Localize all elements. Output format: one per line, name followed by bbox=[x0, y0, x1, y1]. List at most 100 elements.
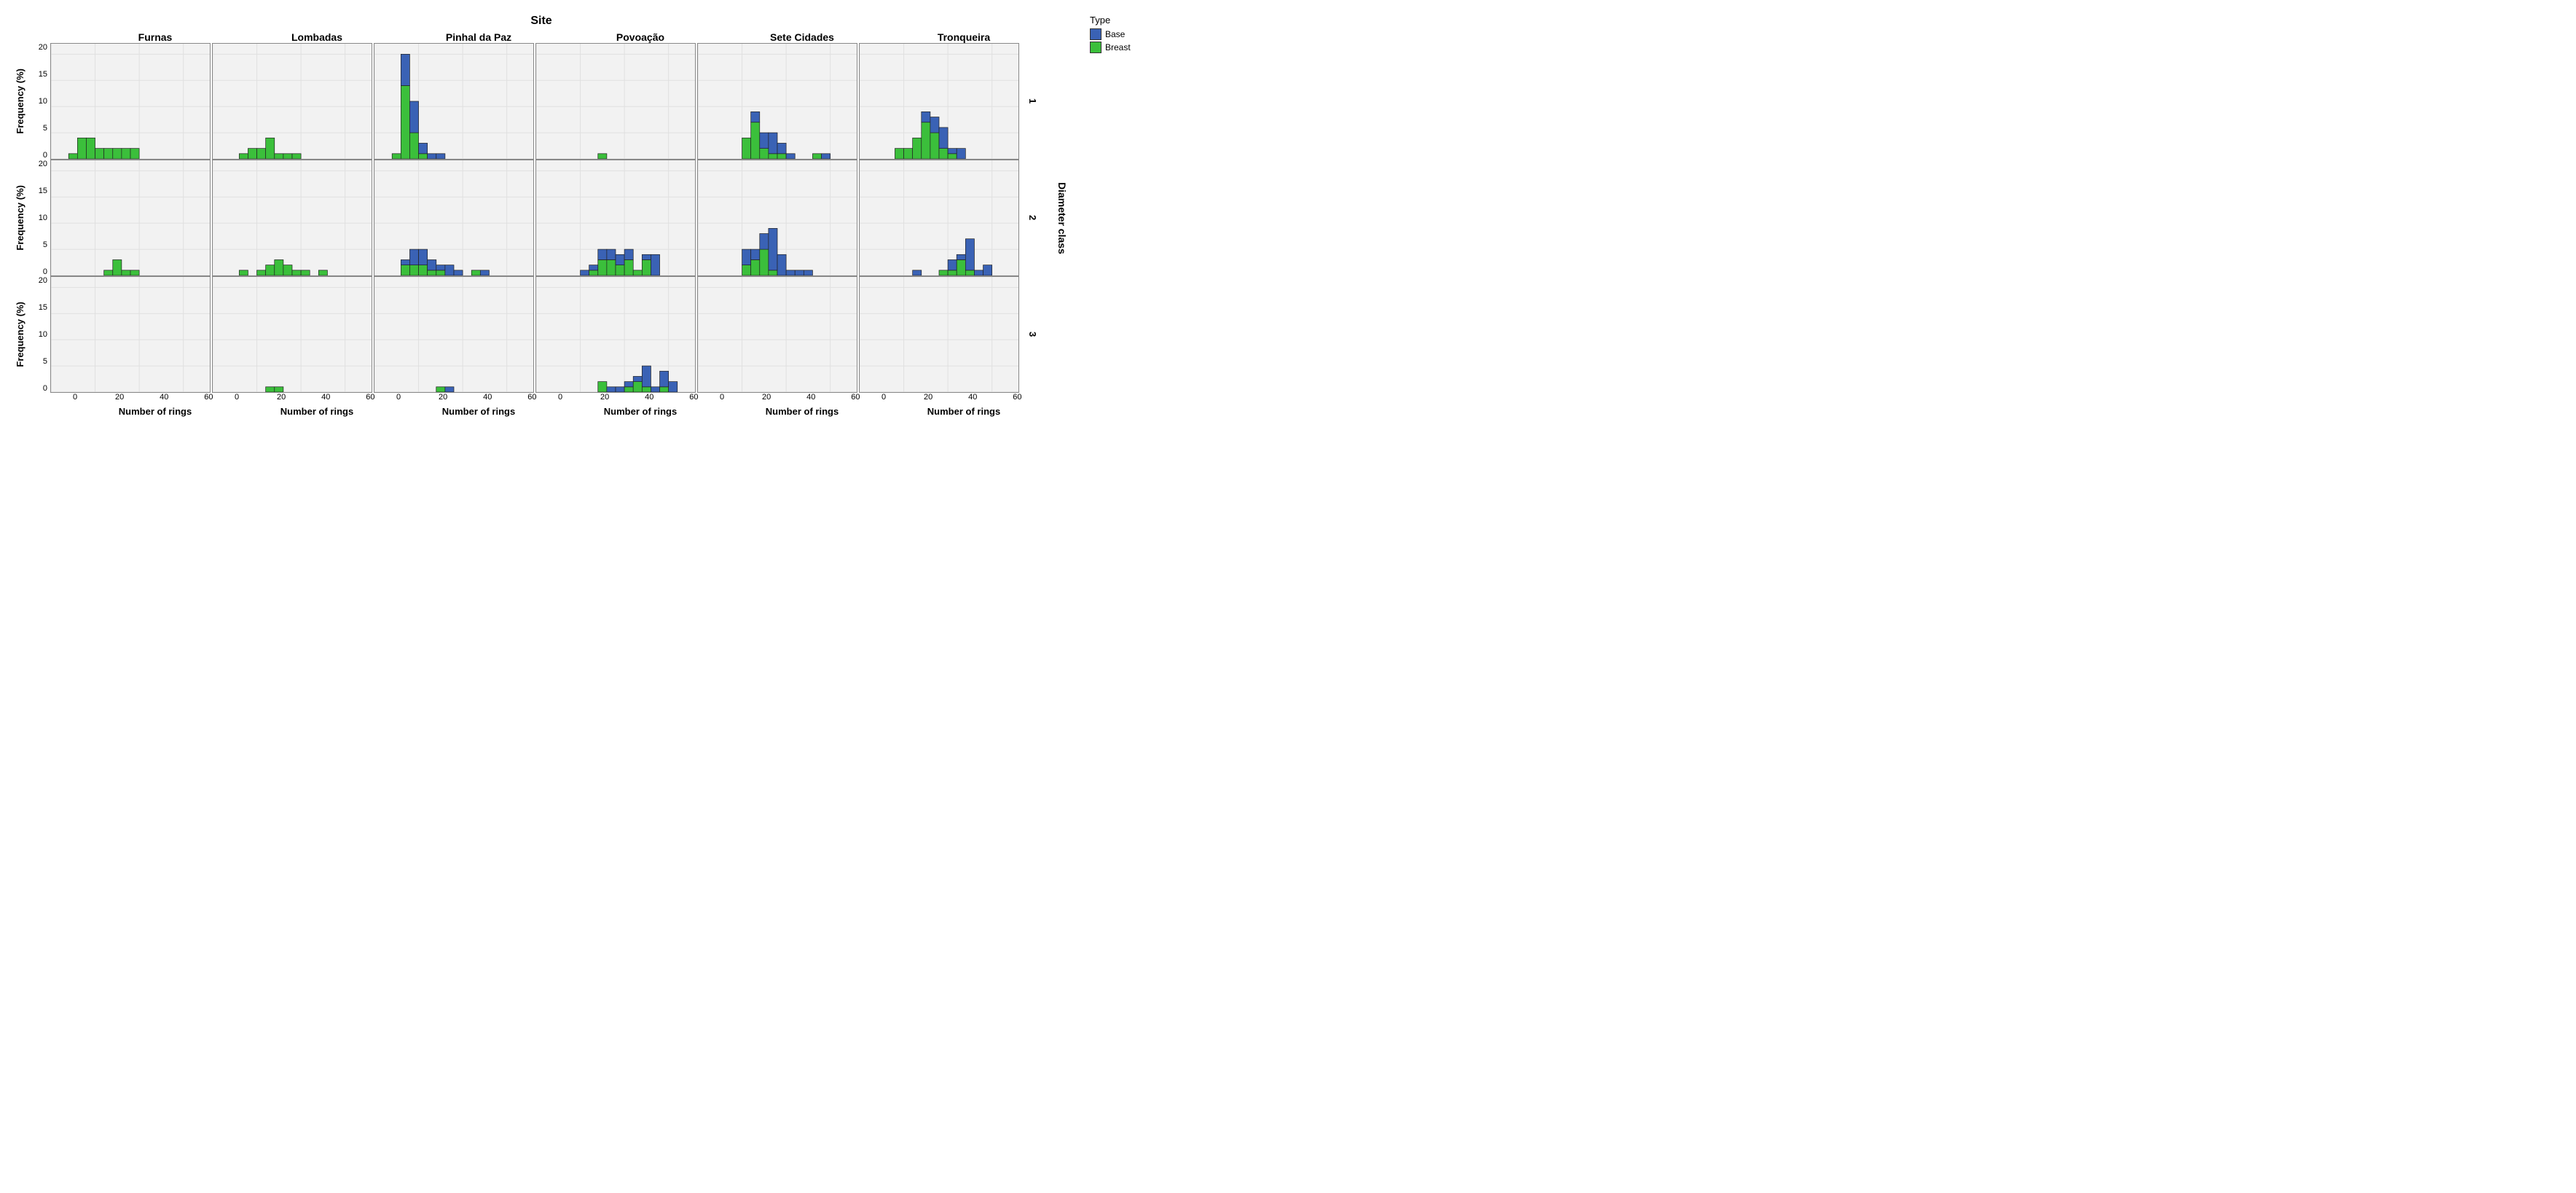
plot-panel bbox=[50, 43, 211, 160]
x-tick-label: 60 bbox=[366, 393, 374, 402]
y-tick-label: 20 bbox=[29, 276, 47, 285]
legend-title: Type bbox=[1090, 15, 1131, 26]
row-label: 1 bbox=[1024, 98, 1038, 103]
plot-panel bbox=[212, 276, 372, 393]
y-axis-label: Frequency (%) bbox=[15, 185, 29, 251]
column-header: Sete Cidades bbox=[722, 31, 882, 43]
legend-item: Base bbox=[1090, 28, 1131, 40]
y-tick-label: 10 bbox=[29, 97, 47, 106]
plot-panel bbox=[697, 160, 857, 276]
x-tick-label: 60 bbox=[1013, 393, 1021, 402]
x-axis-label: Number of rings bbox=[884, 406, 1044, 417]
x-tick-label: 0 bbox=[720, 393, 724, 402]
y-tick-label: 5 bbox=[29, 124, 47, 133]
legend: Type Base Breast bbox=[1090, 15, 1131, 55]
y-tick-label: 20 bbox=[29, 43, 47, 52]
plot-panel bbox=[697, 276, 857, 393]
legend-swatch bbox=[1090, 28, 1102, 40]
x-tick-label: 0 bbox=[396, 393, 401, 402]
x-labels-row: Number of ringsNumber of ringsNumber of … bbox=[74, 404, 1045, 417]
plot-panel bbox=[859, 160, 1019, 276]
x-tick-label: 20 bbox=[762, 393, 771, 402]
x-tick-label: 40 bbox=[321, 393, 330, 402]
column-headers: FurnasLombadasPinhal da PazPovoaçãoSete … bbox=[74, 31, 1045, 43]
y-tick-label: 5 bbox=[29, 357, 47, 366]
grid-area: Site FurnasLombadasPinhal da PazPovoação… bbox=[15, 15, 1068, 417]
x-tick-label: 20 bbox=[600, 393, 609, 402]
x-tick-label: 60 bbox=[204, 393, 213, 402]
x-ticks: 0 20 40 60 bbox=[237, 393, 397, 404]
column-header: Tronqueira bbox=[884, 31, 1044, 43]
plot-panel bbox=[859, 276, 1019, 393]
y-tick-label: 0 bbox=[29, 267, 47, 276]
plot-row: Frequency (%) 20 15 10 5 0 2 Diameter class bbox=[15, 160, 1068, 276]
y-tick-label: 10 bbox=[29, 214, 47, 222]
x-axis-label: Number of rings bbox=[560, 406, 720, 417]
column-header: Lombadas bbox=[237, 31, 397, 43]
x-tick-label: 60 bbox=[689, 393, 698, 402]
super-title: Site bbox=[530, 15, 551, 28]
x-ticks: 0 20 40 60 bbox=[398, 393, 559, 404]
x-ticks-row: 0204060020406002040600204060020406002040… bbox=[74, 393, 1045, 404]
y-tick-label: 0 bbox=[29, 151, 47, 160]
x-axis-label: Number of rings bbox=[75, 406, 235, 417]
y-tick-label: 15 bbox=[29, 187, 47, 195]
column-header: Furnas bbox=[75, 31, 235, 43]
y-tick-label: 20 bbox=[29, 160, 47, 168]
y-axis-label: Frequency (%) bbox=[15, 302, 29, 367]
row-label: 2 bbox=[1024, 215, 1038, 220]
x-tick-label: 20 bbox=[924, 393, 932, 402]
plot-panel bbox=[535, 43, 696, 160]
x-ticks: 0 20 40 60 bbox=[560, 393, 720, 404]
plot-panel bbox=[212, 160, 372, 276]
x-tick-label: 20 bbox=[277, 393, 286, 402]
y-ticks: 20 15 10 5 0 bbox=[29, 276, 50, 393]
figure: Site FurnasLombadasPinhal da PazPovoação… bbox=[15, 15, 2561, 417]
x-tick-label: 40 bbox=[806, 393, 815, 402]
y-tick-label: 15 bbox=[29, 303, 47, 312]
legend-label: Breast bbox=[1105, 42, 1131, 52]
y-tick-label: 15 bbox=[29, 70, 47, 79]
row-label: 3 bbox=[1024, 332, 1038, 337]
y-axis-label: Frequency (%) bbox=[15, 69, 29, 134]
plot-panel bbox=[535, 276, 696, 393]
plot-panel bbox=[374, 160, 534, 276]
column-header: Povoação bbox=[560, 31, 720, 43]
x-tick-label: 20 bbox=[115, 393, 124, 402]
plot-panel bbox=[535, 160, 696, 276]
y-tick-label: 5 bbox=[29, 240, 47, 249]
plot-rows: Frequency (%)201510501Frequency (%)20151… bbox=[15, 43, 1068, 393]
facet-label-right: Diameter class bbox=[1056, 182, 1068, 254]
x-tick-label: 40 bbox=[645, 393, 653, 402]
column-header: Pinhal da Paz bbox=[398, 31, 559, 43]
x-tick-label: 0 bbox=[235, 393, 239, 402]
x-tick-label: 40 bbox=[483, 393, 492, 402]
plot-panel bbox=[374, 43, 534, 160]
x-axis-label: Number of rings bbox=[722, 406, 882, 417]
legend-swatch bbox=[1090, 42, 1102, 53]
plot-panel bbox=[697, 43, 857, 160]
y-tick-label: 0 bbox=[29, 384, 47, 393]
x-tick-label: 40 bbox=[160, 393, 168, 402]
y-ticks: 20 15 10 5 0 bbox=[29, 43, 50, 160]
y-tick-label: 10 bbox=[29, 330, 47, 339]
x-tick-label: 60 bbox=[851, 393, 860, 402]
right-side: Type Base Breast bbox=[1068, 15, 1131, 55]
x-tick-label: 60 bbox=[527, 393, 536, 402]
plot-panel bbox=[50, 160, 211, 276]
x-axis-label: Number of rings bbox=[237, 406, 397, 417]
x-ticks: 0 20 40 60 bbox=[722, 393, 882, 404]
x-axis-label: Number of rings bbox=[398, 406, 559, 417]
x-ticks: 0 20 40 60 bbox=[75, 393, 235, 404]
plot-row: Frequency (%) 20 15 10 5 0 3 bbox=[15, 276, 1068, 393]
legend-label: Base bbox=[1105, 29, 1125, 39]
x-tick-label: 0 bbox=[558, 393, 562, 402]
x-tick-label: 0 bbox=[881, 393, 886, 402]
plot-panel bbox=[859, 43, 1019, 160]
x-tick-label: 0 bbox=[73, 393, 77, 402]
plot-panel bbox=[374, 276, 534, 393]
plot-row: Frequency (%) 20 15 10 5 0 1 bbox=[15, 43, 1068, 160]
plot-panel bbox=[50, 276, 211, 393]
y-ticks: 20 15 10 5 0 bbox=[29, 160, 50, 276]
x-tick-label: 20 bbox=[439, 393, 447, 402]
